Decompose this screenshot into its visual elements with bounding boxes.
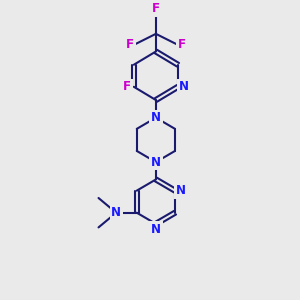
Text: N: N [151,156,161,169]
Text: F: F [178,38,186,51]
Text: N: N [176,184,186,197]
Text: N: N [111,206,121,219]
Text: N: N [179,80,189,93]
Text: F: F [123,80,131,93]
Text: N: N [151,223,161,236]
Text: F: F [152,2,160,15]
Text: F: F [126,38,134,51]
Text: N: N [151,111,161,124]
